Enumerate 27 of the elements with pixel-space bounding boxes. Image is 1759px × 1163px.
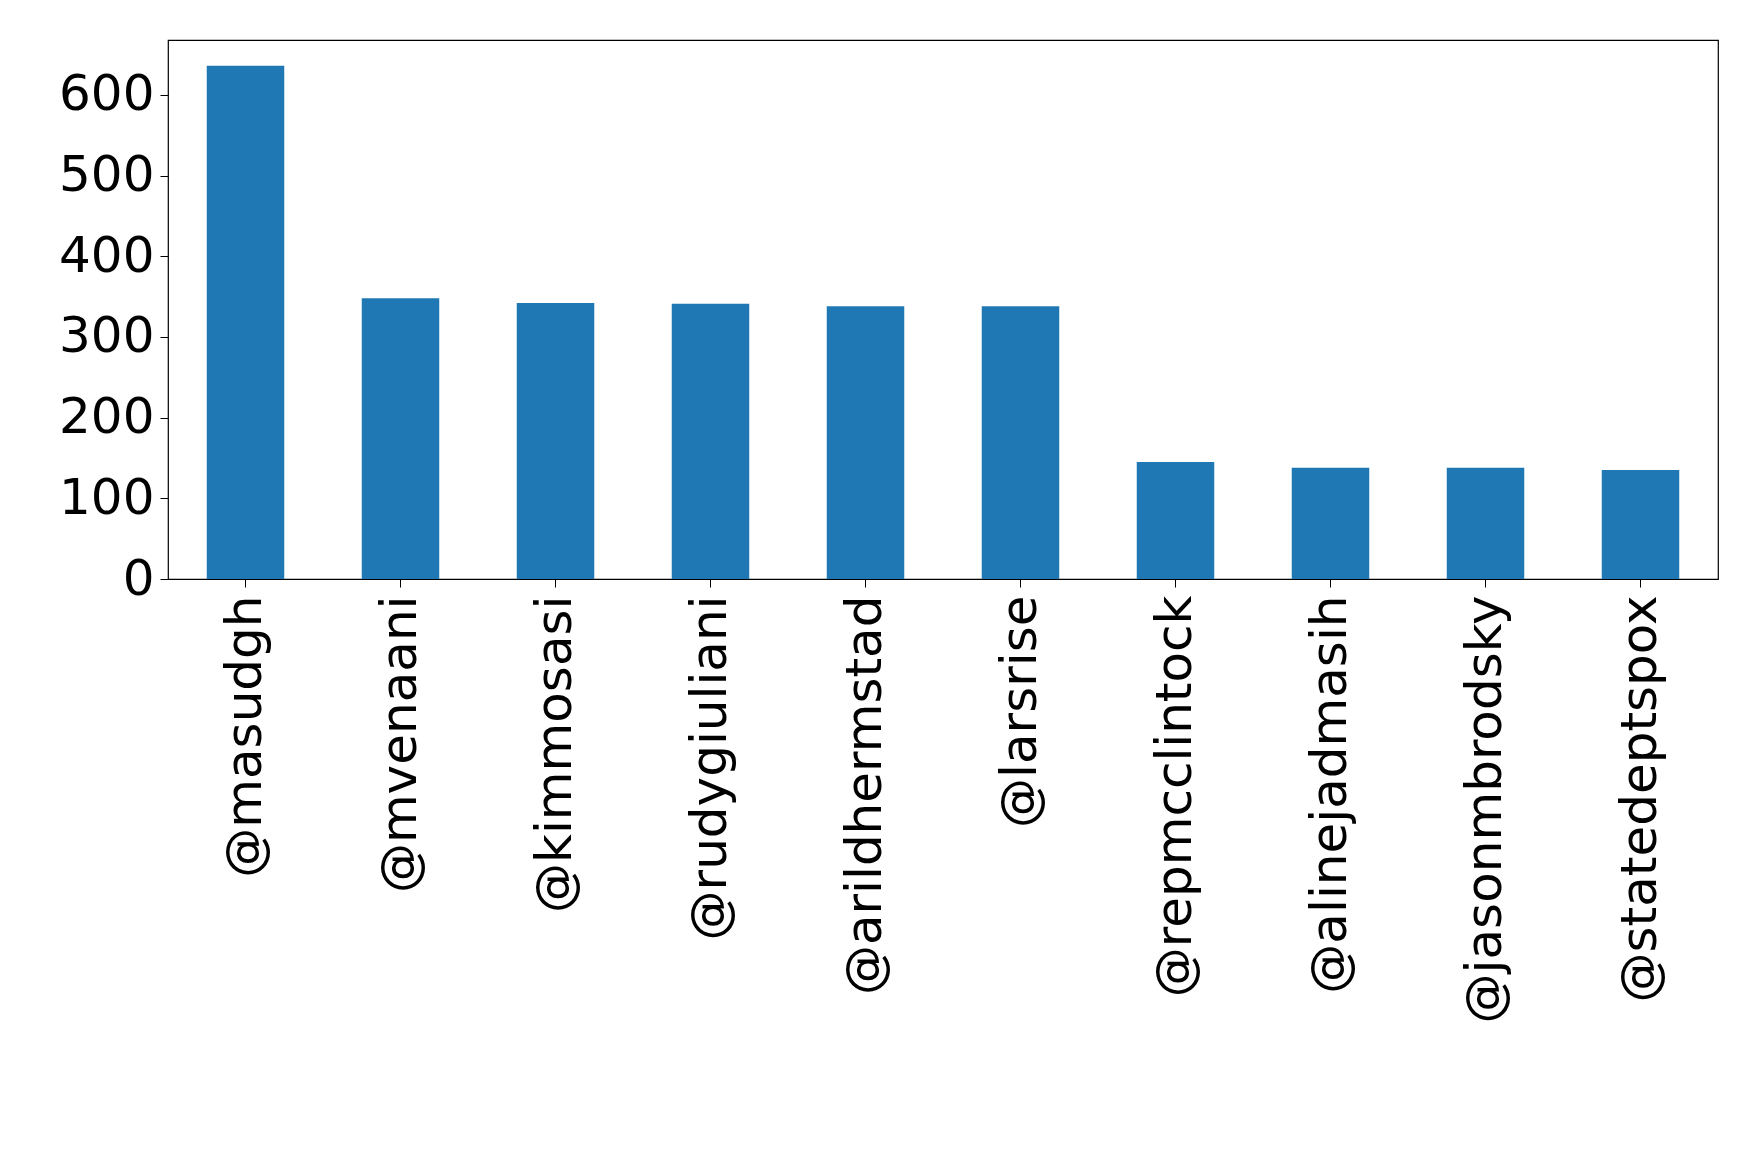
y-tick-label: 100 (59, 467, 155, 526)
x-tick-label: @larsrise (989, 595, 1048, 828)
bar (671, 303, 750, 579)
bar (981, 306, 1060, 579)
x-tick-label: @masudgh (214, 595, 273, 878)
y-tick-label: 200 (59, 387, 155, 446)
bar (826, 306, 905, 579)
x-tick-label: @repmcclintock (1144, 595, 1203, 998)
x-tick-label: @jasonmbrodsky (1454, 595, 1513, 1024)
x-tick-label: @rudygiuliani (679, 595, 738, 941)
bar (1291, 467, 1370, 579)
bar (1601, 470, 1680, 579)
bar (516, 303, 595, 579)
x-tick-label: @arildhermstad (834, 595, 893, 996)
y-tick-label: 0 (122, 548, 155, 607)
x-tick-label: @statedeptspox (1609, 595, 1668, 1003)
y-tick-label: 300 (59, 306, 155, 365)
x-tick-label: @mvenaani (369, 595, 428, 894)
bar (206, 65, 285, 579)
bar (1446, 467, 1525, 579)
x-tick-label: @kimmosasi (524, 595, 583, 913)
y-tick-label: 400 (59, 225, 155, 284)
bar (361, 298, 440, 579)
bar (1136, 462, 1215, 579)
y-tick-label: 600 (59, 64, 155, 123)
y-tick-label: 500 (59, 145, 155, 204)
x-tick-label: @alinejadmasih (1299, 595, 1358, 994)
